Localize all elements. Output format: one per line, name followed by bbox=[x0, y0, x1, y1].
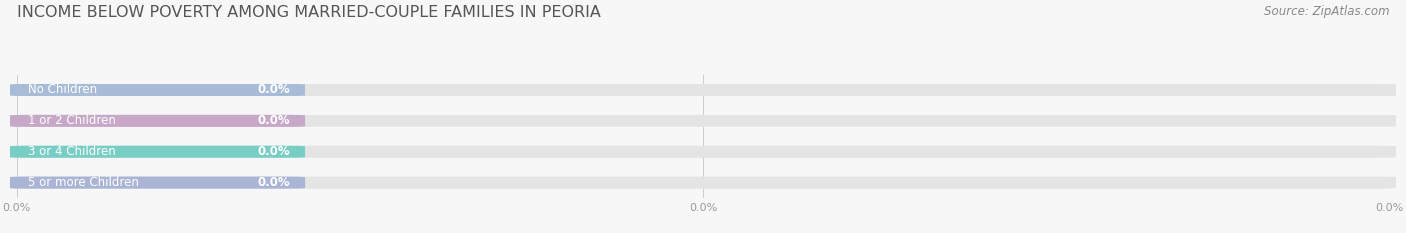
FancyBboxPatch shape bbox=[10, 177, 1396, 189]
Text: 0.0%: 0.0% bbox=[257, 176, 290, 189]
FancyBboxPatch shape bbox=[10, 84, 305, 96]
Text: 5 or more Children: 5 or more Children bbox=[28, 176, 139, 189]
Text: Source: ZipAtlas.com: Source: ZipAtlas.com bbox=[1264, 5, 1389, 18]
FancyBboxPatch shape bbox=[10, 84, 1396, 96]
FancyBboxPatch shape bbox=[10, 146, 305, 158]
FancyBboxPatch shape bbox=[10, 146, 1396, 158]
FancyBboxPatch shape bbox=[10, 115, 1396, 127]
Text: INCOME BELOW POVERTY AMONG MARRIED-COUPLE FAMILIES IN PEORIA: INCOME BELOW POVERTY AMONG MARRIED-COUPL… bbox=[17, 5, 600, 20]
Text: 0.0%: 0.0% bbox=[257, 83, 290, 96]
Text: 1 or 2 Children: 1 or 2 Children bbox=[28, 114, 115, 127]
Text: 0.0%: 0.0% bbox=[257, 145, 290, 158]
FancyBboxPatch shape bbox=[10, 115, 305, 127]
Text: No Children: No Children bbox=[28, 83, 97, 96]
FancyBboxPatch shape bbox=[10, 177, 305, 189]
Text: 0.0%: 0.0% bbox=[257, 114, 290, 127]
Text: 3 or 4 Children: 3 or 4 Children bbox=[28, 145, 115, 158]
